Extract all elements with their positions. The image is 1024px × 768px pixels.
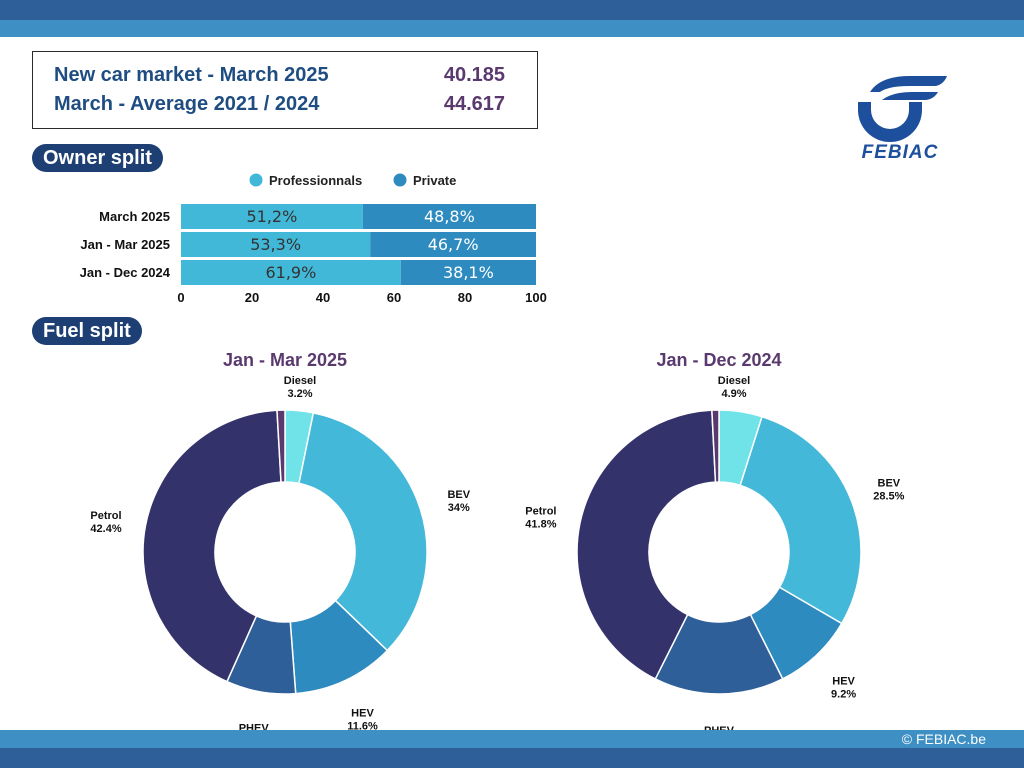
pie-label-name: BEV bbox=[447, 489, 470, 501]
bar-value-label: 53,3% bbox=[250, 235, 301, 254]
legend-label-1: Private bbox=[413, 173, 456, 188]
bar-segment-1 bbox=[370, 232, 536, 257]
pie-slice-petrol bbox=[142, 409, 282, 683]
bar-segment-0 bbox=[181, 260, 401, 285]
summary-value: 44.617 bbox=[443, 93, 505, 115]
bar-value-label: 46,7% bbox=[428, 235, 479, 254]
pie-label-value: 42.4% bbox=[90, 523, 121, 535]
top-band-dark bbox=[0, 0, 1024, 20]
pie-label-value: 9.2% bbox=[831, 689, 856, 701]
pie-label-value: 3.2% bbox=[287, 388, 312, 400]
x-tick-label: 80 bbox=[458, 290, 472, 305]
x-tick-label: 20 bbox=[245, 290, 259, 305]
pie-label-name: Diesel bbox=[284, 375, 316, 387]
pie-slice-petrol bbox=[576, 409, 717, 680]
legend-swatch-1 bbox=[393, 173, 407, 187]
svg-text:FEBIAC: FEBIAC bbox=[862, 142, 939, 163]
bottom-band-dark bbox=[0, 748, 1024, 768]
x-tick-label: 100 bbox=[525, 290, 547, 305]
summary-row-march: New car market - March 2025 40.185 bbox=[54, 64, 509, 90]
bar-segment-1 bbox=[362, 204, 536, 229]
summary-box: New car market - March 2025 40.185 March… bbox=[32, 51, 538, 129]
pie-label-name: Petrol bbox=[525, 506, 556, 518]
summary-value: 40.185 bbox=[443, 64, 505, 86]
legend-swatch-0 bbox=[249, 173, 263, 187]
pie-label-value: 34% bbox=[448, 502, 470, 514]
bar-value-label: 61,9% bbox=[265, 263, 316, 282]
x-tick-label: 0 bbox=[177, 290, 184, 305]
bar-category-label: March 2025 bbox=[99, 209, 170, 224]
copyright: © FEBIAC.be bbox=[901, 731, 986, 747]
bar-value-label: 38,1% bbox=[443, 263, 494, 282]
febiac-logo: FEBIAC bbox=[852, 72, 952, 164]
owner-split-heading: Owner split bbox=[32, 144, 163, 172]
pie-label-name: BEV bbox=[878, 478, 901, 490]
bar-value-label: 48,8% bbox=[424, 207, 475, 226]
x-tick-label: 60 bbox=[387, 290, 401, 305]
bar-segment-0 bbox=[181, 232, 371, 257]
pie-label-value: 41.8% bbox=[525, 519, 556, 531]
pie-title: Jan - Dec 2024 bbox=[656, 350, 781, 370]
summary-label: March - Average 2021 / 2024 bbox=[54, 93, 320, 115]
pie-label-value: 28.5% bbox=[873, 491, 904, 503]
pie-title: Jan - Mar 2025 bbox=[223, 350, 347, 370]
summary-label: New car market - March 2025 bbox=[54, 64, 329, 86]
pie-label-name: Petrol bbox=[90, 510, 121, 522]
top-band-light bbox=[0, 20, 1024, 37]
fuel-split-heading: Fuel split bbox=[32, 317, 142, 345]
pie-slice-other bbox=[276, 409, 286, 483]
febiac-logo-icon: FEBIAC bbox=[858, 76, 947, 163]
bar-segment-0 bbox=[181, 204, 363, 229]
pie-label-value: 4.9% bbox=[721, 388, 746, 400]
pie-label-name: HEV bbox=[832, 676, 855, 688]
bar-category-label: Jan - Dec 2024 bbox=[80, 265, 171, 280]
pie-slice-other bbox=[711, 409, 720, 483]
bar-value-label: 51,2% bbox=[246, 207, 297, 226]
bar-segment-1 bbox=[400, 260, 536, 285]
pie-slice-bev bbox=[298, 411, 428, 652]
bottom-band-light bbox=[0, 730, 1024, 748]
pie-label-value: 11.6% bbox=[347, 721, 378, 733]
legend-label-0: Professionnals bbox=[269, 173, 362, 188]
pie-label-name: Diesel bbox=[718, 375, 750, 387]
x-tick-label: 40 bbox=[316, 290, 330, 305]
pie-slice-bev bbox=[739, 415, 862, 625]
bar-category-label: Jan - Mar 2025 bbox=[80, 237, 170, 252]
summary-row-average: March - Average 2021 / 2024 44.617 bbox=[54, 93, 509, 119]
pie-label-name: HEV bbox=[351, 708, 374, 720]
